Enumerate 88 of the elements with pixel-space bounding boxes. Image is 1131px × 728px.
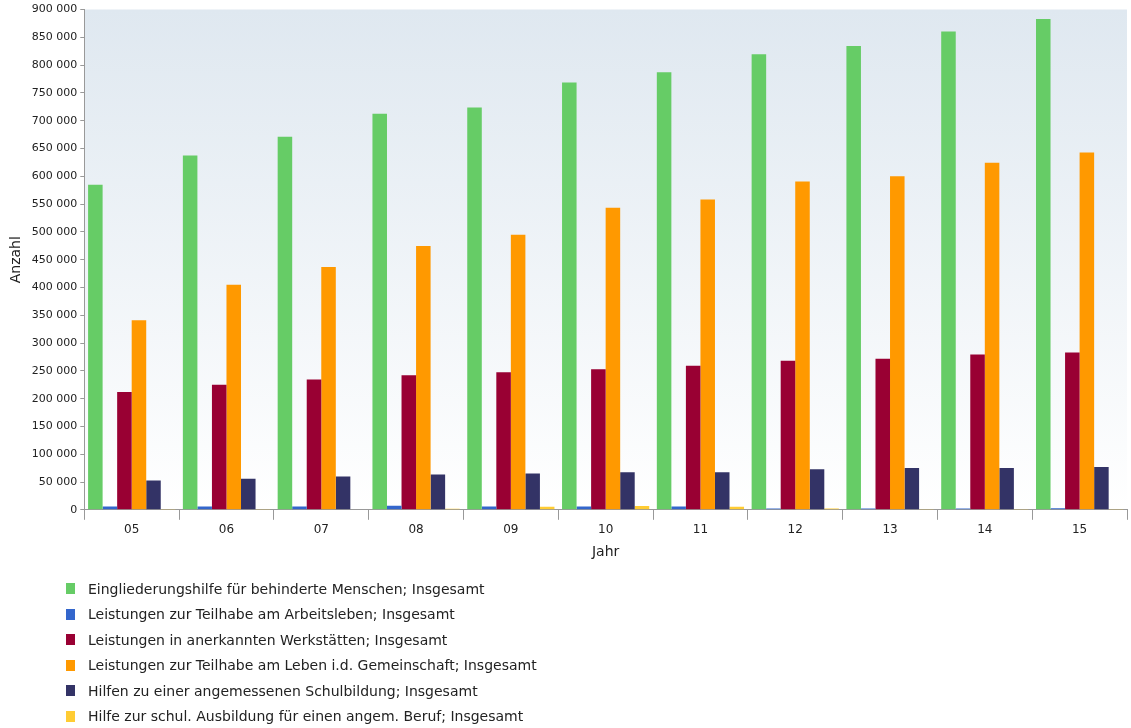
bar <box>182 155 198 510</box>
bar <box>576 506 592 510</box>
bar <box>88 184 103 510</box>
bar <box>335 476 351 510</box>
bar <box>591 369 606 510</box>
y-tick-label: 650 000 <box>31 141 78 155</box>
bar <box>685 365 701 510</box>
bar <box>241 478 256 510</box>
y-tick-label: 150 000 <box>31 419 78 433</box>
bar <box>372 113 387 510</box>
bar <box>890 176 905 510</box>
bar <box>467 107 482 510</box>
x-axis-title: Jahr <box>590 543 620 560</box>
legend-label: Eingliederungshilfe für behinderte Menschen; Insgesamt <box>88 580 485 597</box>
bar <box>875 358 891 510</box>
bar <box>809 469 825 510</box>
bar <box>131 320 147 510</box>
bar <box>671 506 686 510</box>
bar <box>321 266 336 510</box>
y-axis-title: Anzahl <box>7 236 24 284</box>
x-tick-label: 15 <box>1071 522 1088 537</box>
bar <box>984 162 1000 510</box>
x-tick-label: 12 <box>787 522 803 537</box>
bar <box>510 234 526 510</box>
bar <box>277 136 293 510</box>
x-tick-label: 05 <box>124 522 140 537</box>
y-tick-label: 900 000 <box>31 2 78 16</box>
legend-label: Hilfen zu einer angemessenen Schulbildung; Insgesamt <box>88 682 478 699</box>
y-tick-label: 500 000 <box>31 224 78 238</box>
bar <box>562 82 577 510</box>
bar <box>620 472 635 510</box>
y-tick-label: 850 000 <box>31 30 78 44</box>
y-tick-label: 450 000 <box>31 252 78 266</box>
bar <box>1079 152 1095 510</box>
bar <box>401 375 417 510</box>
y-tick-label: 700 000 <box>31 113 78 127</box>
x-tick-label: 14 <box>977 522 993 537</box>
x-tick-label: 11 <box>692 522 709 537</box>
bar <box>780 360 796 510</box>
y-tick-label: 300 000 <box>31 335 78 349</box>
bar <box>226 284 242 510</box>
bar <box>117 391 132 510</box>
y-tick-label: 400 000 <box>31 280 78 294</box>
y-tick-label: 800 000 <box>31 58 78 72</box>
bar <box>481 506 497 510</box>
bar <box>525 473 540 510</box>
bar <box>416 246 431 510</box>
bar <box>904 468 920 510</box>
bar <box>795 181 810 510</box>
bar <box>714 472 730 510</box>
bar <box>146 480 161 510</box>
x-tick-label: 07 <box>313 522 329 537</box>
y-tick-label: 0 <box>70 502 78 516</box>
x-tick-label: 13 <box>882 522 898 537</box>
y-tick-label: 100 000 <box>31 447 78 461</box>
bar <box>211 384 227 510</box>
y-tick-label: 550 000 <box>31 196 78 210</box>
bar <box>970 354 985 510</box>
bar <box>292 506 307 510</box>
bar <box>941 31 956 510</box>
legend-label: Leistungen zur Teilhabe am Leben i.d. Gemeinschaft; Insgesamt <box>88 657 537 674</box>
bar <box>999 468 1014 510</box>
y-tick-label: 750 000 <box>31 85 78 99</box>
bar <box>700 199 715 510</box>
y-tick-label: 200 000 <box>31 391 78 405</box>
bar <box>102 506 118 510</box>
bar <box>751 54 767 510</box>
legend-label: Leistungen in anerkannten Werkstätten; Insgesamt <box>88 631 448 648</box>
y-tick-label: 50 000 <box>38 474 78 488</box>
legend-label: Leistungen zur Teilhabe am Arbeitsleben; Insgesamt <box>88 606 455 623</box>
bar <box>1094 467 1109 510</box>
x-tick-label: 06 <box>218 522 235 537</box>
bar <box>605 207 621 510</box>
y-tick-label: 600 000 <box>31 169 78 183</box>
bar <box>306 379 322 510</box>
bar <box>846 46 861 510</box>
bar <box>430 474 446 510</box>
y-tick-label: 250 000 <box>31 363 78 377</box>
x-tick-label: 10 <box>598 522 614 537</box>
bar <box>656 72 672 510</box>
legend-label: Hilfe zur schul. Ausbildung für einen angem. Beruf; Insgesamt <box>88 708 524 725</box>
bar <box>1065 352 1080 510</box>
bar <box>496 372 511 510</box>
x-tick-label: 08 <box>408 522 424 537</box>
bar <box>1036 19 1051 510</box>
bar <box>197 506 212 510</box>
x-tick-label: 09 <box>503 522 519 537</box>
y-tick-label: 350 000 <box>31 308 78 322</box>
